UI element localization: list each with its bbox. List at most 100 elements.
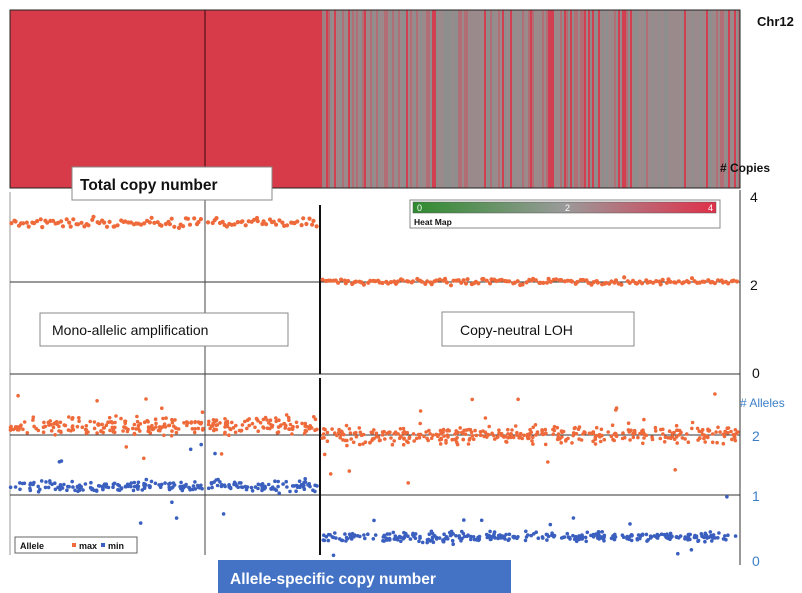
copy-number-point xyxy=(410,279,416,284)
allele-min-point xyxy=(496,536,500,541)
heatmap-stripe xyxy=(598,10,600,188)
allele-min-point xyxy=(273,487,277,492)
allele-max-point xyxy=(661,432,665,436)
allele-max-point xyxy=(215,423,220,427)
allele-min-point xyxy=(256,486,260,491)
allele-max-point xyxy=(715,440,719,445)
legend-min-label: min xyxy=(108,541,124,551)
heatmap-stripe xyxy=(340,10,342,188)
allele-max-point xyxy=(136,427,141,431)
heatmap-stripe xyxy=(722,10,724,188)
heatmap-stripe xyxy=(616,10,618,188)
allele-max-point xyxy=(446,428,450,432)
allele-max-point xyxy=(496,435,500,439)
allele-min-point xyxy=(450,538,455,543)
copy-number-point xyxy=(97,221,102,226)
allele-min-point xyxy=(385,532,390,536)
copy-number-point xyxy=(533,278,539,283)
heatmap-stripe xyxy=(614,10,616,188)
alleles-tick-1: 1 xyxy=(752,488,760,504)
allele-max-point xyxy=(121,429,125,433)
copy-number-point xyxy=(437,277,442,282)
copy-number-point xyxy=(147,220,152,225)
allele-min-point xyxy=(179,480,183,485)
allele-max-point xyxy=(153,417,158,422)
allele-min-point xyxy=(545,538,549,542)
copy-number-point xyxy=(654,279,659,284)
copy-number-point xyxy=(613,278,619,283)
copy-number-point xyxy=(142,221,147,226)
allele-min-point xyxy=(656,533,660,537)
allele-max-point xyxy=(300,421,304,426)
copy-number-point xyxy=(68,224,73,229)
copy-number-point xyxy=(152,220,157,225)
allele-max-point xyxy=(62,423,67,427)
copy-number-point xyxy=(310,222,315,227)
copy-number-point xyxy=(494,278,499,284)
copy-number-point xyxy=(280,220,285,225)
allele-max-point xyxy=(675,428,679,433)
allele-max-point xyxy=(570,441,574,445)
allele-max-point xyxy=(207,419,211,424)
heatmap-stripe xyxy=(488,10,490,188)
allele-max-point xyxy=(122,425,126,429)
copy-neutral-annotation-box xyxy=(441,311,635,347)
allele-max-point xyxy=(347,427,352,431)
allele-max-point xyxy=(388,430,392,435)
allele-max-point xyxy=(461,431,465,436)
allele-max-point xyxy=(100,422,104,427)
allele-max-point xyxy=(84,428,89,432)
allele-min-point xyxy=(601,536,606,541)
alleles-tick-2: 2 xyxy=(752,428,760,444)
allele-max-point xyxy=(96,422,101,426)
allele-min-point xyxy=(724,537,728,542)
copy-number-point xyxy=(712,281,718,286)
total-copy-number-title-box xyxy=(71,166,273,201)
copy-number-point xyxy=(658,282,663,287)
allele-max-point xyxy=(497,428,501,433)
allele-specific-title: Allele-specific copy number xyxy=(230,571,436,588)
allele-min-point xyxy=(596,530,601,534)
allele-min-point xyxy=(668,531,673,536)
allele-max-point xyxy=(473,428,477,433)
allele-min-point xyxy=(406,534,410,538)
allele-max-point xyxy=(77,416,81,420)
allele-min-point xyxy=(404,531,408,536)
heatmap-stripe xyxy=(448,10,450,188)
allele-min-point xyxy=(111,485,115,490)
allele-max-point xyxy=(540,429,544,433)
heatmap-stripe xyxy=(502,10,504,188)
heatmap-stripe xyxy=(328,10,330,188)
heatmap-stripe xyxy=(682,10,684,188)
copy-number-point xyxy=(569,279,575,284)
allele-max-point xyxy=(527,433,532,437)
allele-max-point xyxy=(642,436,646,440)
copy-number-point xyxy=(59,219,64,224)
allele-min-point xyxy=(371,537,376,541)
allele-max-point xyxy=(169,433,174,438)
allele-max-point xyxy=(146,427,151,432)
allele-min-point xyxy=(574,539,579,544)
allele-max-point xyxy=(172,424,176,429)
allele-max-point xyxy=(41,430,46,435)
allele-min-point xyxy=(71,485,75,489)
allele-min-point xyxy=(477,534,482,539)
allele-max-point xyxy=(307,426,312,431)
allele-max-point xyxy=(490,431,494,436)
allele-min-point xyxy=(628,522,632,526)
allele-max-point xyxy=(667,429,672,434)
allele-max-point xyxy=(703,440,707,444)
allele-max-point xyxy=(515,433,519,437)
heatmap-stripe xyxy=(370,10,372,188)
allele-max-point xyxy=(282,422,287,426)
heatmap-stripe xyxy=(484,10,486,188)
allele-min-point xyxy=(372,518,376,523)
allele-min-point xyxy=(469,537,473,542)
alleles-tick-0: 0 xyxy=(752,553,760,569)
allele-max-point xyxy=(247,417,251,421)
allele-min-point xyxy=(571,533,575,538)
allele-max-point xyxy=(132,422,137,427)
copy-number-point xyxy=(448,283,454,288)
legend-min-marker xyxy=(101,543,105,547)
heatmap-stripe xyxy=(606,10,608,188)
